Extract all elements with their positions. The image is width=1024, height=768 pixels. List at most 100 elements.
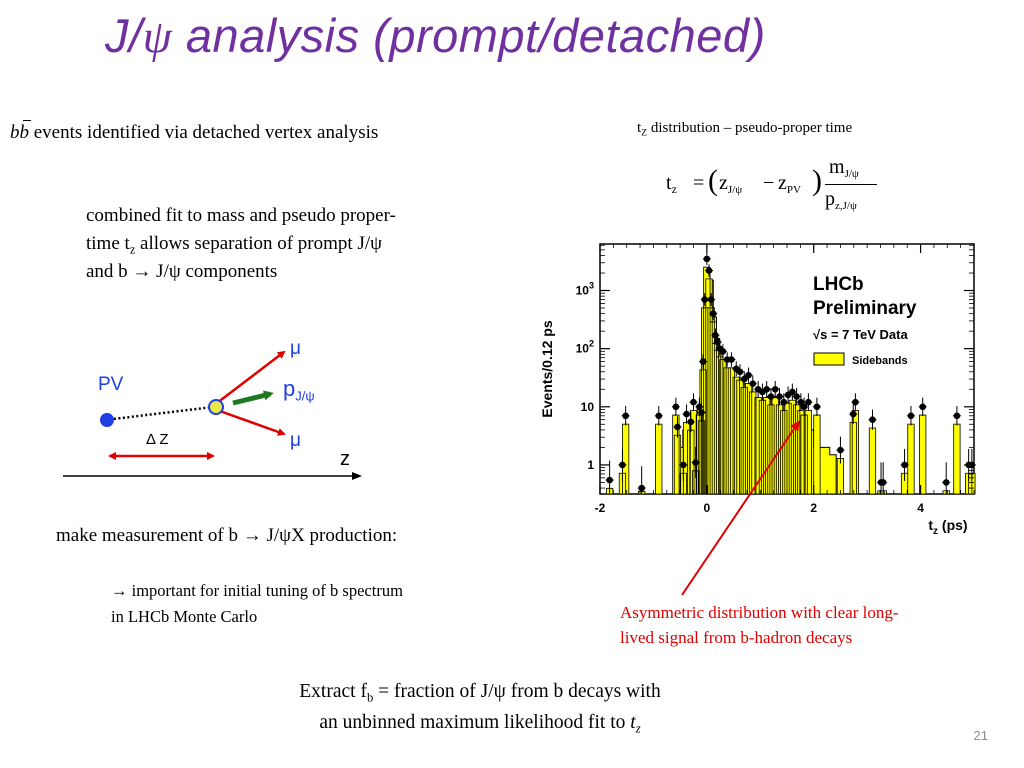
combined-fit-line-1: combined fit to mass and pseudo proper-	[86, 205, 396, 226]
data-marker	[687, 418, 695, 426]
title-suffix: analysis (prompt/detached)	[172, 9, 766, 62]
data-marker	[745, 371, 752, 379]
formula-paren-open: (	[708, 164, 718, 197]
muon-track-top	[216, 350, 286, 404]
energy-label: √s = 7 TeV Data	[813, 327, 908, 342]
data-marker	[698, 409, 705, 416]
data-marker	[776, 393, 783, 400]
pv-dot	[100, 413, 114, 427]
data-marker	[813, 403, 821, 411]
tz-histogram-chart: -2 0 2 4 1 10 102 103 Events/0.12 ps tz (ps) LHCb…	[539, 243, 976, 537]
data-point	[779, 393, 788, 412]
data-marker	[780, 398, 788, 406]
extract-line-1: Extract fb = fraction of J/ψ from b deca…	[299, 681, 661, 705]
data-marker	[869, 416, 876, 423]
data-point	[727, 352, 736, 367]
data-point	[851, 393, 860, 412]
data-marker	[800, 403, 808, 411]
tuning-note: → important for initial tuning of b spec…	[111, 578, 403, 630]
data-marker	[736, 368, 744, 376]
data-marker	[638, 484, 645, 492]
data-point	[836, 436, 845, 464]
make-measurement-text: make measurement of b → J/ψX production:	[56, 525, 398, 546]
delta-z-label: Δ Z	[146, 431, 169, 448]
data-point	[691, 446, 700, 479]
slide-title: J/ψ analysis (prompt/detached)	[105, 8, 766, 64]
data-point	[744, 367, 753, 383]
data-marker	[852, 398, 859, 406]
preliminary-label: Preliminary	[813, 298, 917, 319]
data-marker	[968, 461, 976, 469]
extract-fb-text: Extract fb = fraction of J/ψ from b deca…	[200, 676, 760, 738]
annotation-line-1: Asymmetric distribution with clear long-	[620, 603, 899, 622]
data-point	[942, 462, 951, 494]
combined-fit-paragraph: combined fit to mass and pseudo proper- …	[86, 202, 396, 286]
combined-fit-line-3: and b → J/ψ components	[86, 261, 278, 282]
asymmetric-annotation: Asymmetric distribution with clear long-…	[620, 600, 899, 650]
data-marker	[771, 385, 779, 393]
data-point	[671, 397, 680, 416]
p-jpsi-label: pJ/ψ	[283, 376, 315, 404]
sidebands-bins	[600, 266, 976, 495]
data-marker	[942, 479, 950, 486]
data-marker	[683, 410, 690, 418]
data-point	[792, 387, 801, 406]
data-marker	[680, 461, 687, 469]
data-point	[804, 393, 813, 412]
lhcb-label: LHCb	[813, 274, 864, 295]
bb-events-line: bb events identified via detached vertex…	[10, 119, 378, 147]
bb-label: bb	[10, 120, 31, 143]
title-prefix: J/	[105, 9, 143, 62]
data-marker	[622, 412, 629, 420]
data-point	[679, 448, 688, 481]
data-marker	[879, 479, 887, 486]
y-tick-label: 103	[576, 281, 594, 298]
vertex-diagram	[63, 350, 362, 480]
chart-labels: Events/0.12 ps tz (ps) LHCb Preliminary √s =…	[539, 274, 968, 537]
data-marker	[767, 393, 775, 400]
mu-top-label: μ	[290, 338, 301, 359]
z-axis-label: z	[340, 448, 350, 470]
y-axis-label: Events/0.12 ps	[539, 320, 555, 417]
annotation-line-2: lived signal from b-hadron decays	[620, 628, 853, 647]
data-marker	[907, 412, 915, 420]
formula-z-jpsi: zJ/ψ	[719, 172, 743, 196]
data-marker	[763, 385, 770, 393]
data-marker	[793, 393, 800, 400]
data-marker	[919, 403, 927, 411]
data-point	[704, 264, 713, 277]
data-point	[788, 383, 797, 401]
data-point	[682, 404, 691, 424]
formula-t: tz	[666, 172, 677, 197]
data-marker	[797, 398, 805, 406]
data-point	[775, 387, 784, 406]
data-point	[673, 416, 682, 438]
data-point	[748, 375, 757, 392]
data-marker	[728, 356, 735, 363]
formula-m: mJ/ψ	[829, 156, 859, 180]
combined-fit-line-2: time tz allows separation of prompt J/ψ	[86, 233, 383, 257]
data-point	[699, 354, 708, 369]
data-marker	[901, 461, 908, 469]
data-marker	[690, 398, 697, 406]
formula-equals: =	[693, 172, 705, 194]
extract-line-2: an unbinned maximum likelihood fit to tz	[319, 712, 641, 736]
flight-path-line	[104, 405, 214, 422]
mu-bottom-label: μ	[290, 430, 301, 451]
data-point	[771, 381, 780, 398]
data-point	[754, 381, 763, 398]
data-point	[800, 397, 809, 416]
data-marker	[692, 459, 699, 466]
data-point	[762, 381, 771, 398]
momentum-arrow	[232, 390, 274, 406]
x-tick-label: 4	[917, 501, 924, 515]
data-point	[618, 448, 627, 481]
data-point	[702, 252, 711, 266]
tz-formula: tz = ( zJ/ψ − zPV ) mJ/ψ pz,J/ψ	[662, 156, 882, 220]
data-marker	[672, 403, 680, 411]
data-marker	[606, 476, 613, 484]
data-point	[605, 460, 614, 494]
y-tick-label: 10	[581, 400, 595, 414]
data-point	[796, 393, 805, 412]
data-point	[621, 406, 630, 426]
